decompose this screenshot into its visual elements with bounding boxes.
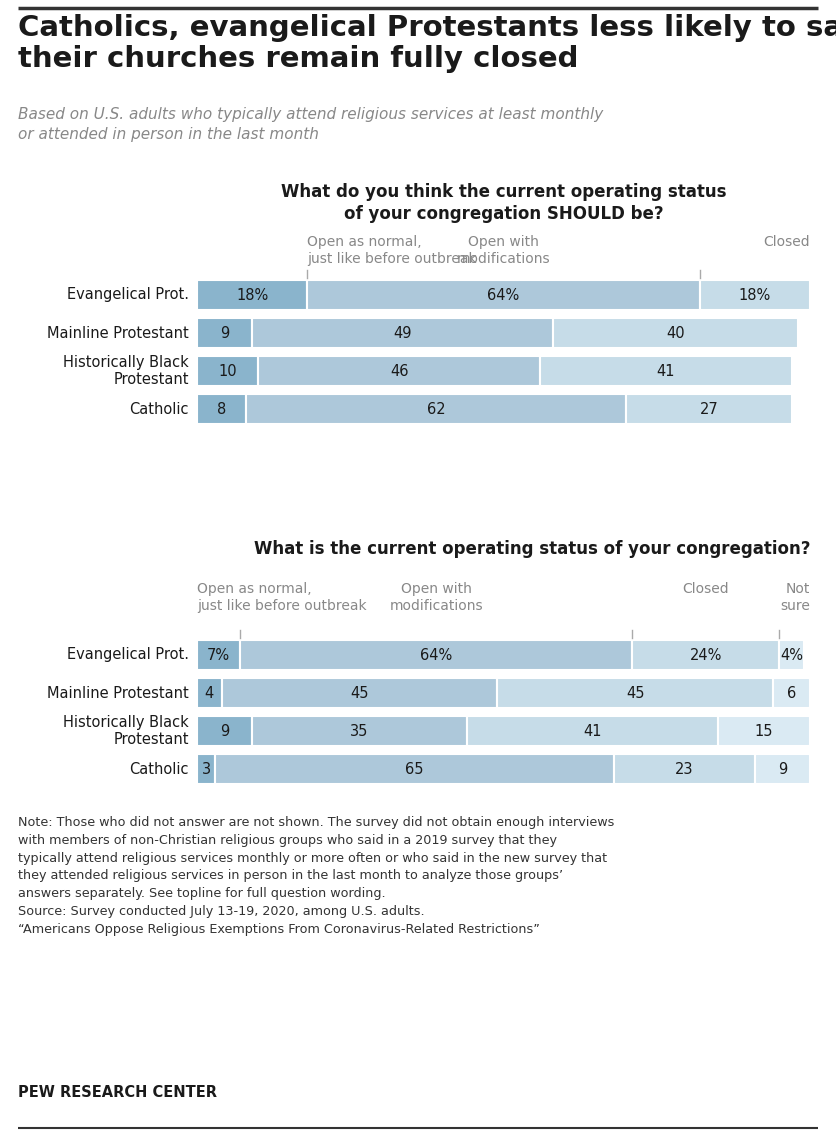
Text: 41: 41 — [584, 723, 602, 738]
Bar — [197, 317, 252, 348]
Bar — [779, 639, 804, 670]
Text: 65: 65 — [405, 761, 424, 777]
Text: 46: 46 — [390, 363, 409, 378]
Text: What is the current operating status of your congregation?: What is the current operating status of … — [253, 540, 810, 558]
Bar — [222, 678, 497, 708]
Text: Open with
modifications: Open with modifications — [390, 582, 483, 613]
Text: 35: 35 — [350, 723, 369, 738]
Bar — [197, 678, 222, 708]
Bar — [553, 317, 798, 348]
Bar — [252, 317, 553, 348]
Text: PEW RESEARCH CENTER: PEW RESEARCH CENTER — [18, 1085, 217, 1100]
Bar — [240, 639, 632, 670]
Text: 49: 49 — [393, 325, 411, 340]
Bar — [718, 716, 810, 746]
Bar — [197, 754, 216, 784]
Text: 4: 4 — [205, 685, 214, 700]
Bar — [773, 678, 810, 708]
Bar — [497, 678, 773, 708]
Text: 64%: 64% — [420, 647, 452, 662]
Bar — [216, 754, 614, 784]
Text: Not
sure: Not sure — [780, 582, 810, 613]
Bar — [700, 280, 810, 311]
Text: 45: 45 — [626, 685, 645, 700]
Text: Open with
modifications: Open with modifications — [456, 235, 550, 266]
Text: Closed: Closed — [682, 582, 729, 596]
Text: Open as normal,
just like before outbreak: Open as normal, just like before outbrea… — [308, 235, 477, 266]
Text: Mainline Protestant: Mainline Protestant — [48, 325, 189, 340]
Text: 64%: 64% — [487, 288, 520, 303]
Text: Catholics, evangelical Protestants less likely to say
their churches remain full: Catholics, evangelical Protestants less … — [18, 14, 836, 73]
Text: 18%: 18% — [739, 288, 771, 303]
Bar — [246, 394, 626, 424]
Text: 4%: 4% — [780, 647, 803, 662]
Text: 23: 23 — [675, 761, 694, 777]
Text: Historically Black
Protestant: Historically Black Protestant — [64, 715, 189, 747]
Text: Catholic: Catholic — [130, 761, 189, 777]
Text: Note: Those who did not answer are not shown. The survey did not obtain enough i: Note: Those who did not answer are not s… — [18, 816, 614, 936]
Bar — [197, 716, 252, 746]
Bar — [626, 394, 792, 424]
Text: Open as normal,
just like before outbreak: Open as normal, just like before outbrea… — [197, 582, 367, 613]
Bar — [252, 716, 466, 746]
Bar — [755, 754, 810, 784]
Text: Based on U.S. adults who typically attend religious services at least monthly
or: Based on U.S. adults who typically atten… — [18, 107, 604, 142]
Bar — [258, 356, 540, 386]
Bar — [197, 639, 240, 670]
Text: 3: 3 — [201, 761, 211, 777]
Bar — [466, 716, 718, 746]
Bar — [614, 754, 755, 784]
Text: 9: 9 — [777, 761, 787, 777]
Text: 10: 10 — [218, 363, 237, 378]
Text: 24%: 24% — [690, 647, 722, 662]
Text: 45: 45 — [350, 685, 369, 700]
Text: 8: 8 — [217, 401, 227, 416]
Text: Closed: Closed — [763, 235, 810, 249]
Text: 62: 62 — [426, 401, 446, 416]
Text: Historically Black
Protestant: Historically Black Protestant — [64, 355, 189, 387]
Text: What do you think the current operating status
of your congregation SHOULD be?: What do you think the current operating … — [281, 183, 726, 223]
Text: 15: 15 — [755, 723, 773, 738]
Bar — [540, 356, 792, 386]
Text: 18%: 18% — [236, 288, 268, 303]
Bar — [197, 356, 258, 386]
Text: Mainline Protestant: Mainline Protestant — [48, 685, 189, 700]
Text: 27: 27 — [700, 401, 718, 416]
Text: Evangelical Prot.: Evangelical Prot. — [67, 647, 189, 662]
Bar — [308, 280, 700, 311]
Text: 9: 9 — [220, 325, 229, 340]
Text: 41: 41 — [657, 363, 675, 378]
Bar — [632, 639, 779, 670]
Text: 9: 9 — [220, 723, 229, 738]
Text: 6: 6 — [787, 685, 796, 700]
Text: Evangelical Prot.: Evangelical Prot. — [67, 288, 189, 303]
Text: 40: 40 — [665, 325, 685, 340]
Text: 7%: 7% — [206, 647, 230, 662]
Bar — [197, 280, 308, 311]
Bar — [197, 394, 246, 424]
Text: Catholic: Catholic — [130, 401, 189, 416]
